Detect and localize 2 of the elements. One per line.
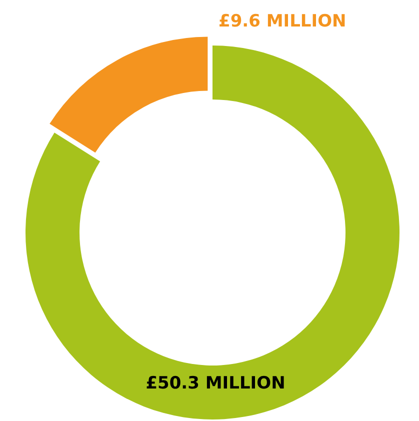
data-label: £50.3 MILLION	[146, 374, 286, 394]
data-label: £9.6 MILLION	[218, 12, 346, 32]
